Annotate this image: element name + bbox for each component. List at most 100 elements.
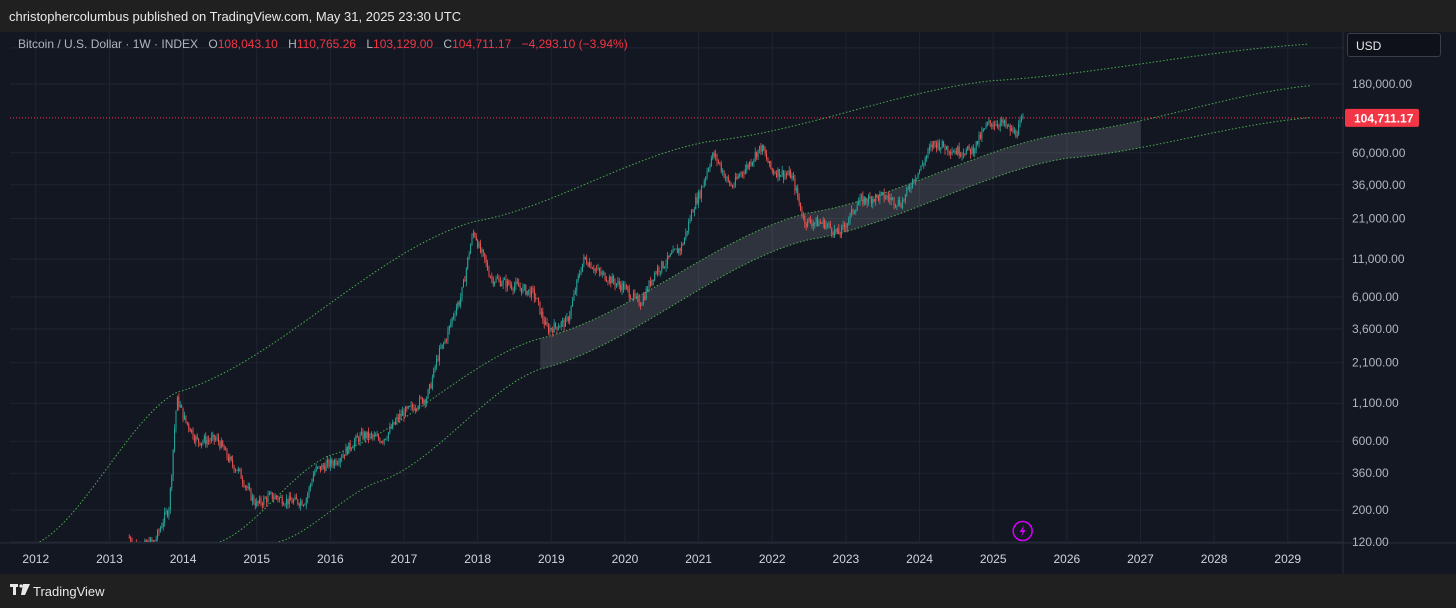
candle-body: [308, 487, 310, 495]
candle-body: [161, 526, 163, 529]
candle-body: [896, 205, 898, 207]
candle-body: [396, 417, 398, 421]
candle-body: [301, 500, 303, 506]
candle-body: [352, 447, 354, 449]
candle-body: [674, 249, 676, 251]
candle-body: [911, 179, 913, 188]
candle-body: [179, 405, 181, 407]
candle-body: [754, 152, 756, 160]
candle-body: [778, 169, 780, 177]
candle-body: [369, 433, 371, 439]
candle-body: [887, 195, 889, 198]
candle-body: [438, 348, 440, 361]
candle-body: [601, 272, 603, 275]
candle-body: [947, 146, 949, 152]
candle-body: [462, 279, 464, 288]
candle-body: [964, 154, 966, 156]
candle-body: [334, 460, 336, 466]
candle-body: [808, 218, 810, 220]
y-tick-label: 36,000.00: [1352, 178, 1406, 192]
candle-body: [889, 197, 891, 201]
candle-body: [960, 155, 962, 157]
candle-body: [338, 462, 340, 464]
candle-body: [664, 266, 666, 268]
candle-body: [760, 146, 762, 152]
price-chart[interactable]: 320,000.00180,000.0060,000.0036,000.0021…: [0, 32, 1456, 574]
candle-body: [634, 292, 636, 297]
candle-body: [492, 278, 494, 285]
candle-body: [716, 154, 718, 162]
candle-body: [574, 291, 576, 294]
candle-body: [474, 232, 476, 237]
candle-body: [447, 330, 449, 341]
candle-body: [1012, 128, 1014, 133]
candle-body: [506, 280, 508, 288]
candle-body: [133, 543, 134, 545]
candle-body: [831, 227, 833, 234]
candle-body: [613, 276, 615, 282]
candle-body: [933, 141, 935, 148]
candle-body: [675, 248, 677, 250]
candle-body: [740, 172, 742, 176]
middle-band-line: [219, 85, 1310, 542]
candle-body: [590, 262, 592, 269]
candle-body: [451, 317, 453, 323]
candle-body: [1002, 119, 1004, 124]
candle-body: [213, 434, 215, 440]
candle-body: [546, 321, 548, 326]
candle-body: [642, 296, 644, 304]
candle-body: [154, 540, 156, 542]
candle-body: [353, 441, 355, 448]
candle-body: [295, 496, 297, 500]
candle-body: [931, 144, 933, 148]
candle-body: [209, 440, 211, 442]
candle-body: [130, 537, 132, 542]
y-tick-label: 21,000.00: [1352, 212, 1406, 226]
candle-body: [611, 276, 613, 284]
candle-body: [832, 233, 834, 236]
candle-body: [917, 172, 919, 178]
candle-body: [494, 281, 496, 285]
candle-body: [419, 397, 421, 407]
chart-area[interactable]: 320,000.00180,000.0060,000.0036,000.0021…: [0, 32, 1456, 574]
candle-body: [251, 496, 253, 501]
candle-body: [681, 243, 683, 251]
candle-body: [630, 297, 632, 299]
candle-body: [475, 236, 477, 241]
candle-body: [545, 321, 547, 325]
candle-body: [698, 191, 700, 204]
candle-body: [797, 188, 799, 197]
candle-body: [479, 243, 481, 253]
candle-body: [576, 280, 578, 292]
candle-body: [603, 272, 605, 274]
candle-body: [553, 322, 555, 333]
price-tag-label: 104,711.17: [1354, 111, 1414, 125]
candle-body: [336, 463, 338, 465]
candle-body: [795, 188, 797, 191]
candle-body: [288, 496, 290, 505]
candle-body: [412, 404, 414, 408]
candle-body: [853, 211, 855, 214]
candle-body: [1006, 125, 1008, 127]
publish-header: christophercolumbus published on Trading…: [0, 0, 1456, 32]
candle-body: [659, 271, 661, 273]
candle-body: [244, 486, 246, 488]
candle-body: [977, 141, 979, 145]
candle-body: [246, 486, 248, 488]
candle-body: [448, 325, 450, 331]
candle-body: [325, 463, 327, 471]
candle-body: [266, 498, 268, 503]
candle-body: [312, 475, 314, 482]
candle-body: [954, 151, 956, 153]
currency-selector[interactable]: USD: [1347, 33, 1441, 57]
candle-body: [811, 222, 813, 226]
candle-body: [193, 437, 195, 442]
candle-body: [487, 262, 489, 270]
candle-body: [767, 159, 769, 164]
candle-body: [958, 146, 960, 156]
candle-body: [944, 146, 946, 150]
candle-body: [804, 215, 806, 225]
candle-body: [426, 398, 428, 404]
candle-body: [770, 161, 772, 169]
open-label: O: [208, 37, 218, 51]
